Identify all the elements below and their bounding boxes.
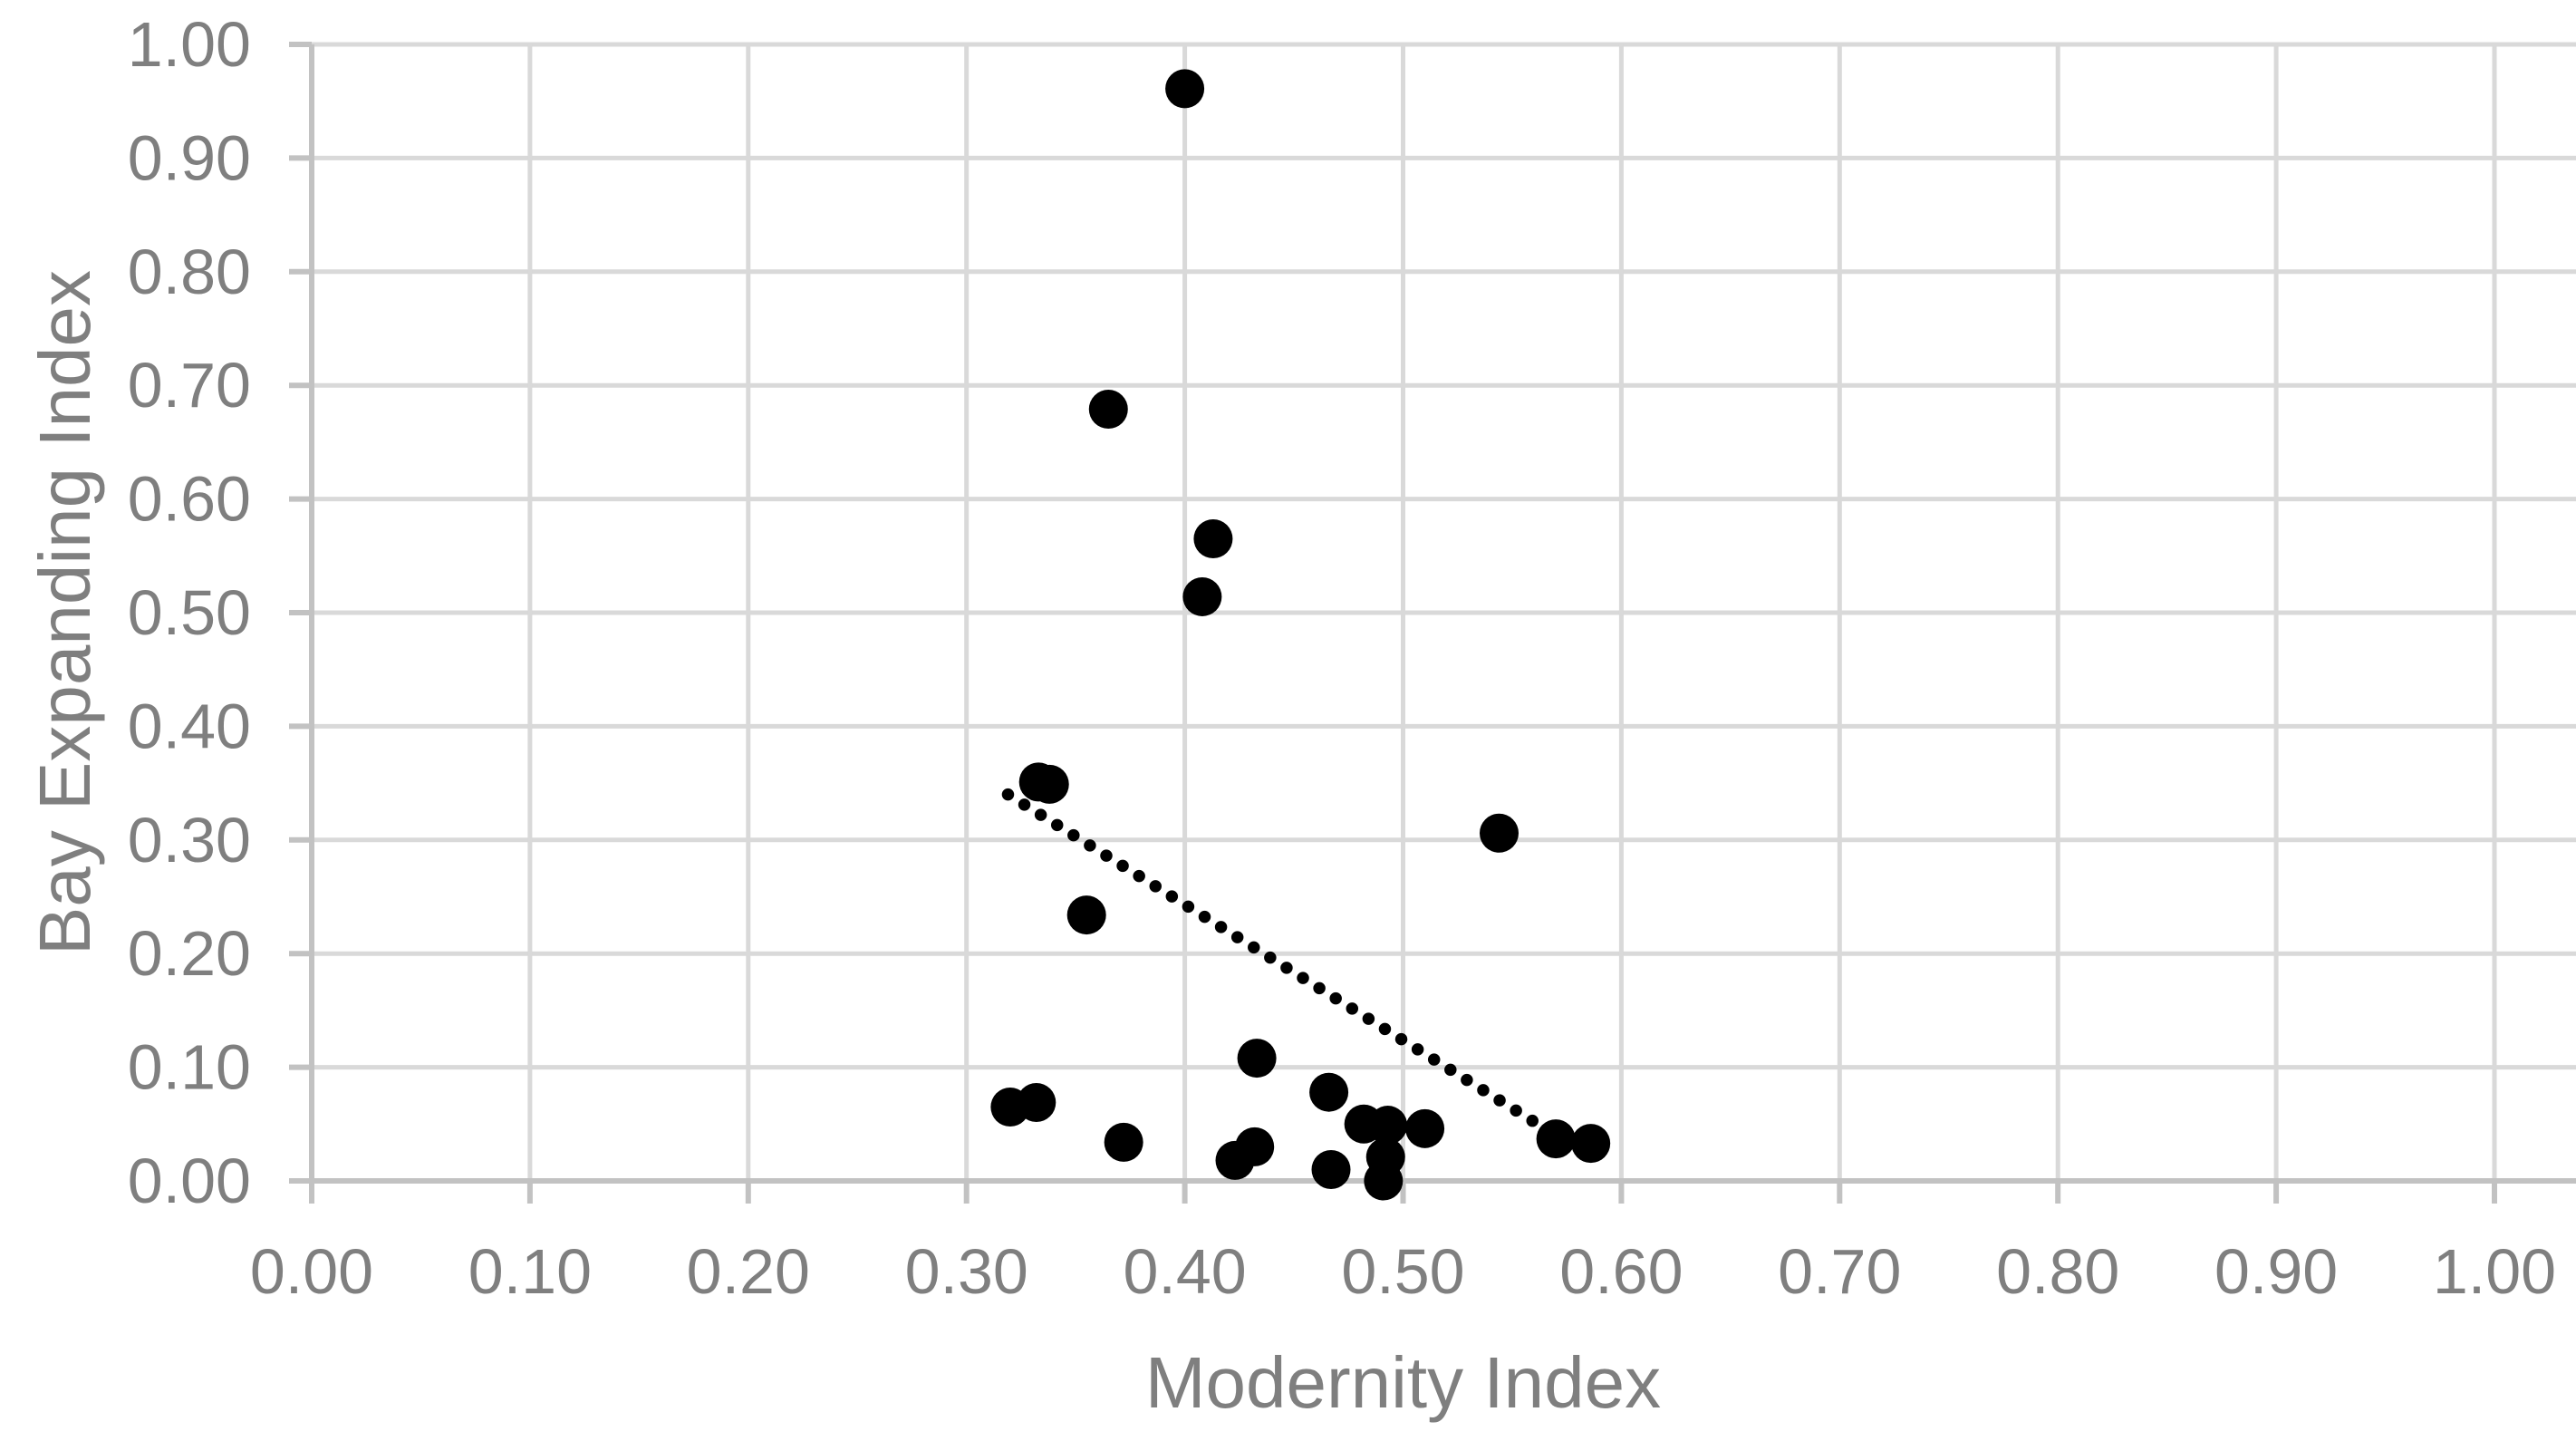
y-tick-label: 0.40 [128, 691, 251, 761]
y-tick-label: 0.90 [128, 122, 251, 193]
x-tick-label: 0.60 [1559, 1236, 1683, 1307]
y-tick-label: 0.60 [128, 464, 251, 535]
data-point [1182, 576, 1222, 616]
data-point [1235, 1127, 1275, 1166]
x-tick-label: 0.10 [468, 1236, 592, 1307]
x-tick-label: 0.70 [1778, 1236, 1901, 1307]
data-point [1017, 1082, 1056, 1122]
x-tick-label: 0.50 [1341, 1236, 1464, 1307]
x-tick-label: 0.30 [905, 1236, 1028, 1307]
data-point [1104, 1122, 1143, 1162]
data-point [1088, 390, 1128, 430]
x-tick-label: 0.00 [250, 1236, 373, 1307]
data-point [1193, 518, 1233, 558]
y-tick-label: 0.00 [128, 1146, 251, 1216]
data-point [1237, 1039, 1277, 1078]
data-point [1165, 69, 1205, 109]
y-tick-label: 0.10 [128, 1032, 251, 1103]
trendline [1001, 788, 1540, 1128]
y-tick-label: 0.20 [128, 918, 251, 989]
data-point [1364, 1161, 1404, 1201]
data-point [1571, 1124, 1611, 1164]
data-point [1479, 813, 1519, 853]
y-tick-label: 0.30 [128, 805, 251, 875]
x-tick-label: 0.80 [1996, 1236, 2119, 1307]
y-tick-label: 0.80 [128, 237, 251, 307]
data-point [1066, 895, 1106, 935]
data-point [1536, 1119, 1576, 1159]
data-point [1405, 1108, 1445, 1148]
y-axis-title: Bay Expanding Index [24, 269, 105, 956]
x-tick-label: 1.00 [2433, 1236, 2556, 1307]
data-point [1311, 1149, 1351, 1189]
y-tick-label: 0.70 [128, 350, 251, 421]
data-point [1029, 764, 1069, 804]
data-point [1368, 1106, 1408, 1146]
x-axis-title: Modernity Index [1144, 1342, 1662, 1423]
y-tick-label: 1.00 [128, 9, 251, 80]
data-point [1309, 1072, 1349, 1112]
x-tick-label: 0.40 [1123, 1236, 1246, 1307]
x-tick-label: 0.20 [687, 1236, 810, 1307]
x-tick-label: 0.90 [2214, 1236, 2338, 1307]
y-tick-label: 0.50 [128, 577, 251, 648]
